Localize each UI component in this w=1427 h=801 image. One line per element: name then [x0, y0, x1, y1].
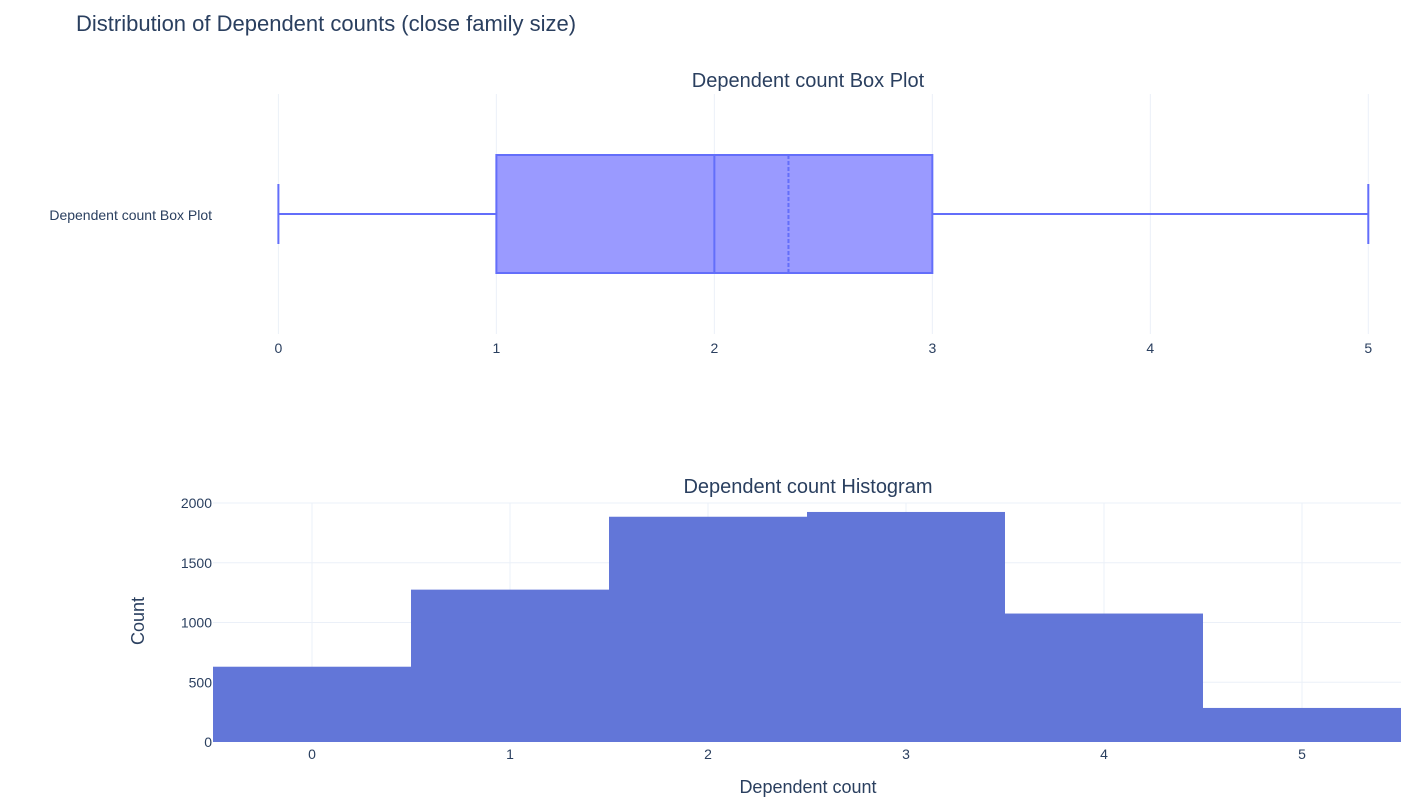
histogram-x-tick: 3 — [902, 746, 910, 762]
box-plot-x-ticks: 0 1 2 3 4 5 — [274, 340, 1372, 356]
box-plot-marks — [277, 154, 1370, 274]
box-plot-x-tick: 3 — [928, 340, 936, 356]
box-plot-x-tick: 1 — [492, 340, 500, 356]
histogram-y-tick: 1500 — [181, 555, 212, 571]
histogram-y-axis-title: Count — [128, 597, 148, 645]
box-plot-title: Dependent count Box Plot — [692, 70, 925, 92]
histogram-y-tick: 2000 — [181, 495, 212, 511]
box-plot-x-tick: 5 — [1364, 340, 1372, 356]
histogram-y-tick: 500 — [189, 674, 213, 690]
box-plot-category-label: Dependent count Box Plot — [49, 207, 212, 223]
histogram-bars — [213, 511, 1401, 742]
histogram-x-axis-title: Dependent count — [739, 777, 876, 797]
histogram-x-tick: 0 — [308, 746, 316, 762]
histogram-bar — [411, 589, 609, 742]
histogram-title: Dependent count Histogram — [683, 476, 932, 498]
histogram-bar — [807, 511, 1005, 742]
histogram-x-tick: 2 — [704, 746, 712, 762]
histogram-bar — [1005, 613, 1203, 742]
histogram: Dependent count Histogram 0 1 2 3 4 5 0 500 100… — [128, 476, 1401, 797]
histogram-bar — [213, 666, 411, 742]
histogram-y-ticks: 0 500 1000 1500 2000 — [181, 495, 212, 750]
histogram-x-ticks: 0 1 2 3 4 5 — [308, 746, 1306, 762]
box-plot: Dependent count Box Plot Dependent count… — [49, 70, 1372, 356]
histogram-bar — [1203, 707, 1401, 742]
box-plot-x-tick: 4 — [1146, 340, 1154, 356]
histogram-x-tick: 4 — [1100, 746, 1108, 762]
box-plot-x-tick: 2 — [710, 340, 718, 356]
histogram-x-tick: 5 — [1298, 746, 1306, 762]
histogram-y-tick: 1000 — [181, 615, 212, 631]
histogram-x-tick: 1 — [506, 746, 514, 762]
histogram-bar — [609, 516, 807, 742]
box-plot-x-tick: 0 — [274, 340, 282, 356]
figure-title: Distribution of Dependent counts (close … — [76, 11, 576, 36]
histogram-y-tick: 0 — [204, 734, 212, 750]
